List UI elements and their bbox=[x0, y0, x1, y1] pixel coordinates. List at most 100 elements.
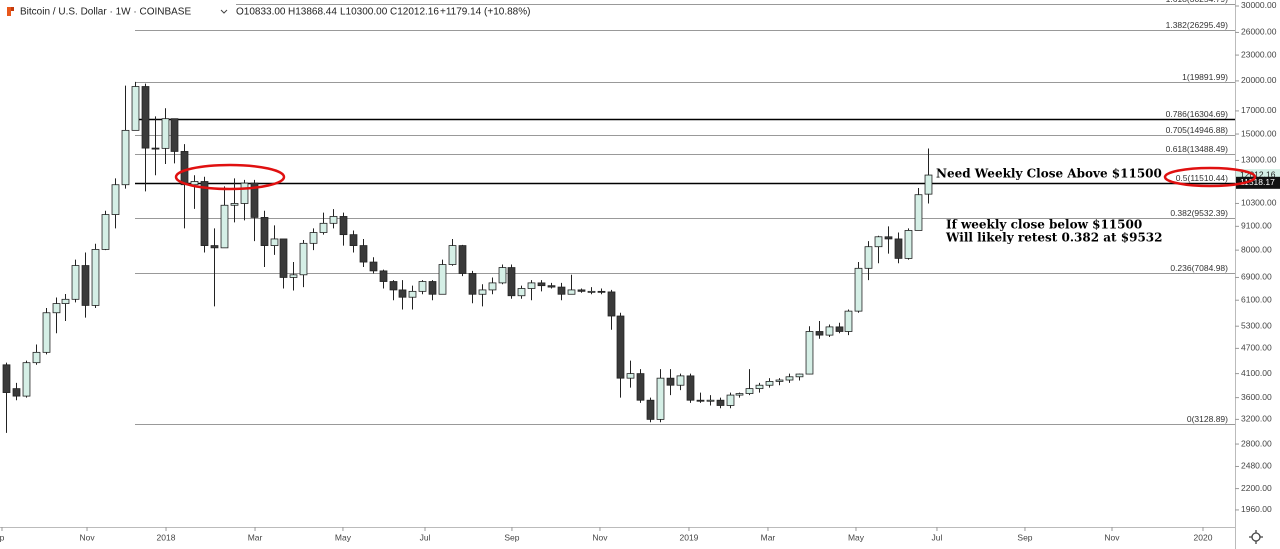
candle-body bbox=[2, 364, 11, 393]
fib-label: 0(3128.89) bbox=[1187, 414, 1228, 424]
candle-body bbox=[686, 375, 695, 401]
candle-body bbox=[924, 174, 933, 195]
candle-body bbox=[42, 312, 51, 353]
candle-body bbox=[151, 147, 160, 150]
x-tick-label: Sep bbox=[504, 532, 519, 542]
y-tick-label: 23000.00 bbox=[1241, 49, 1277, 59]
x-tick-label: May bbox=[335, 532, 352, 542]
x-tick-label: 2019 bbox=[680, 532, 699, 542]
y-tick-label: 3200.00 bbox=[1241, 414, 1272, 424]
candle-body bbox=[478, 289, 487, 295]
candle-body bbox=[309, 232, 318, 244]
settings-icon[interactable] bbox=[1249, 530, 1263, 544]
candle-body bbox=[745, 388, 754, 394]
candle-body bbox=[676, 375, 685, 386]
candle-body bbox=[180, 151, 189, 186]
candle-body bbox=[765, 381, 774, 386]
y-tick-label: 20000.00 bbox=[1241, 75, 1277, 85]
candle-body bbox=[329, 216, 338, 224]
candle-body bbox=[279, 238, 288, 278]
candle-body bbox=[547, 285, 556, 288]
highlight-ellipse bbox=[1163, 166, 1257, 188]
candle-body bbox=[299, 242, 308, 276]
candle-body bbox=[716, 399, 725, 406]
candle-body bbox=[389, 281, 398, 291]
candle-body bbox=[418, 281, 427, 292]
y-tick-label: 8000.00 bbox=[1241, 244, 1272, 254]
fib-levels: 1.618(30254.79) 1.382(26295.49) 1(19891.99… bbox=[135, 0, 1235, 425]
price-marker-label: 12012.16 bbox=[1240, 169, 1276, 179]
candle-body bbox=[141, 86, 150, 149]
candle-body bbox=[507, 267, 516, 297]
candle-body bbox=[844, 310, 853, 332]
x-tick-label: May bbox=[848, 532, 865, 542]
y-tick-label: 2800.00 bbox=[1241, 438, 1272, 448]
fib-label: 1.382(26295.49) bbox=[1166, 20, 1229, 30]
candle-body bbox=[656, 377, 665, 420]
candle-body bbox=[735, 393, 744, 396]
candle-body bbox=[260, 217, 269, 246]
candle-body bbox=[864, 246, 873, 269]
candle-body bbox=[61, 298, 70, 304]
candle-body bbox=[91, 249, 100, 306]
header-change: +1179.14 (+10.88%) bbox=[440, 7, 530, 18]
candle-body bbox=[894, 238, 903, 259]
candle-body bbox=[726, 394, 735, 406]
y-tick-label: 26000.00 bbox=[1241, 27, 1277, 37]
y-tick-label: 1960.00 bbox=[1241, 504, 1272, 514]
candle-body bbox=[666, 377, 675, 386]
candle-body bbox=[517, 288, 526, 297]
dropdown-caret[interactable] bbox=[220, 9, 228, 14]
candle-body bbox=[785, 376, 794, 381]
candle-body bbox=[537, 282, 546, 287]
candle-body bbox=[795, 373, 804, 378]
candle-body bbox=[121, 129, 130, 186]
y-tick-label: 17000.00 bbox=[1241, 105, 1277, 115]
header-title[interactable]: Bitcoin / U.S. Dollar · 1W · COINBASE bbox=[20, 7, 191, 18]
candle-body bbox=[904, 230, 913, 259]
candle-body bbox=[458, 245, 467, 274]
fib-label: 0.5(11510.44) bbox=[1176, 173, 1228, 183]
candle-body bbox=[825, 326, 834, 336]
x-tick-label: Sep bbox=[1017, 532, 1032, 542]
candle-body bbox=[101, 214, 110, 250]
candle-body bbox=[488, 282, 497, 291]
highlight-ellipse bbox=[174, 163, 286, 191]
x-tick-label: Nov bbox=[1104, 532, 1120, 542]
price-marker bbox=[1236, 176, 1280, 189]
y-tick-label: 4700.00 bbox=[1241, 343, 1272, 353]
symbol-icon bbox=[7, 7, 11, 16]
annotation: Need Weekly Close Above $11500 bbox=[936, 167, 1162, 181]
y-tick-label: 5300.00 bbox=[1241, 320, 1272, 330]
fib-label: 0.705(14946.88) bbox=[1166, 125, 1229, 135]
candle-body bbox=[527, 282, 536, 289]
candle-body bbox=[636, 373, 645, 401]
candle-body bbox=[874, 236, 883, 248]
candle-body bbox=[81, 265, 90, 306]
fib-label: 0.786(16304.69) bbox=[1166, 109, 1229, 119]
fib-label: 0.618(13488.49) bbox=[1166, 144, 1229, 154]
candle-body bbox=[230, 203, 239, 206]
header-high: H13868.44 bbox=[288, 7, 337, 18]
y-tick-label: 13000.00 bbox=[1241, 155, 1277, 165]
x-tick-label: Mar bbox=[248, 532, 263, 542]
candle-body bbox=[398, 289, 407, 298]
y-tick-label: 9100.00 bbox=[1241, 221, 1272, 231]
x-tick-label: Jul bbox=[420, 532, 431, 542]
candle-body bbox=[597, 290, 606, 293]
candle-body bbox=[131, 86, 140, 131]
candle-body bbox=[646, 399, 655, 420]
candle-body bbox=[438, 264, 447, 295]
candle-body bbox=[448, 245, 457, 265]
x-tick-label: 2020 bbox=[1194, 532, 1213, 542]
candle-body bbox=[170, 118, 179, 152]
candle-body bbox=[161, 118, 170, 149]
candle-body bbox=[428, 281, 437, 295]
x-tick-label: Nov bbox=[79, 532, 95, 542]
candle-body bbox=[369, 261, 378, 272]
candle-body bbox=[22, 362, 31, 397]
candle-body bbox=[359, 245, 368, 263]
fib-label: 0.382(9532.39) bbox=[1170, 208, 1228, 218]
candle-body bbox=[220, 204, 229, 249]
